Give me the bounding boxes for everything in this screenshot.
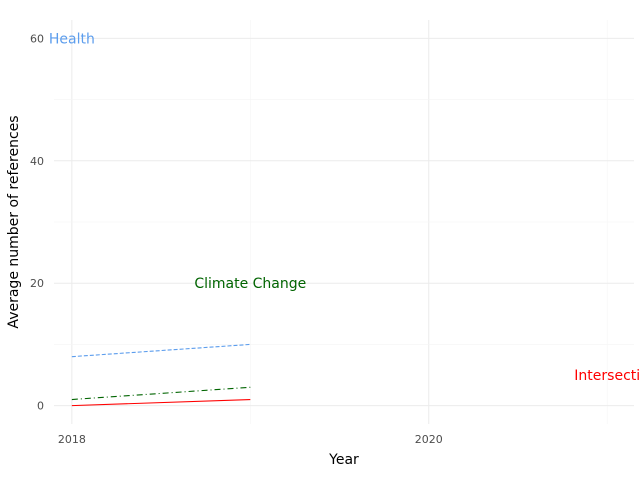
x-axis-title: Year — [328, 452, 359, 468]
series-labels: Health Climate Change Intersecti — [49, 31, 640, 384]
x-tick-label: 2020 — [415, 433, 443, 446]
y-tick-label: 20 — [30, 277, 44, 290]
y-tick-label: 60 — [30, 32, 44, 45]
x-tick-label: 2018 — [58, 433, 86, 446]
y-tick-label: 40 — [30, 155, 44, 168]
x-axis-ticks: 2018 2020 — [58, 433, 443, 446]
series-label: Climate Change — [194, 276, 306, 292]
series-label: Health — [49, 31, 95, 47]
y-tick-label: 0 — [37, 400, 44, 413]
y-axis-ticks: 0 20 40 60 — [30, 32, 44, 412]
series-line-health — [71, 343, 251, 358]
series-line-intersecti — [71, 398, 251, 407]
grid — [54, 20, 634, 424]
series-lines — [71, 343, 251, 407]
y-axis-title: Average number of references — [6, 115, 22, 328]
series-label: Intersecti — [574, 368, 640, 384]
series-line-climate-change — [71, 386, 251, 401]
